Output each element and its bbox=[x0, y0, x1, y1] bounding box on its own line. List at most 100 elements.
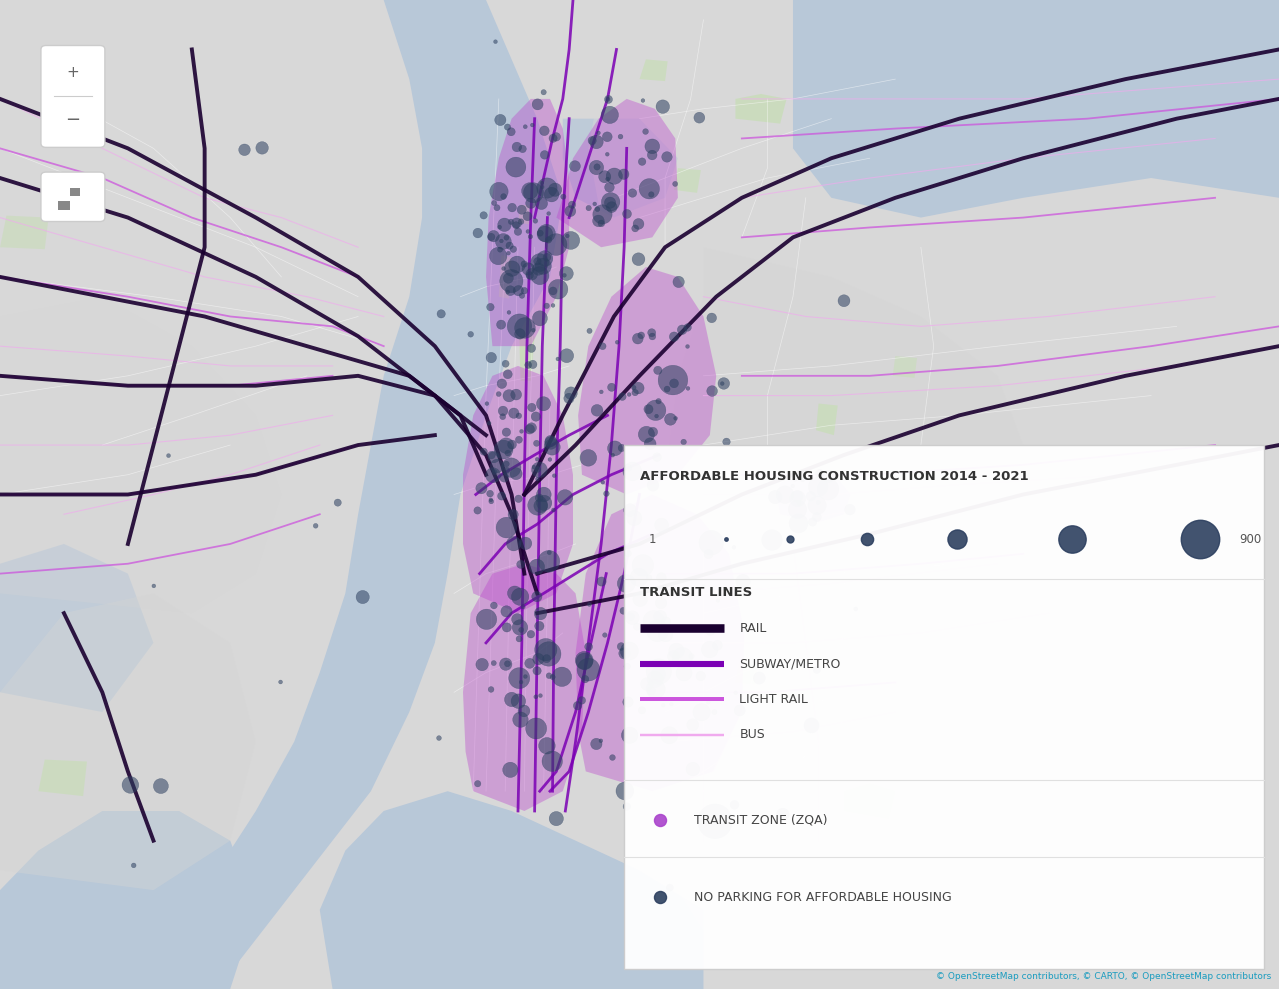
Point bbox=[646, 681, 666, 697]
Polygon shape bbox=[640, 59, 668, 81]
Text: BUS: BUS bbox=[739, 728, 765, 742]
Point bbox=[514, 320, 535, 336]
Point bbox=[597, 91, 618, 107]
Point bbox=[518, 224, 538, 239]
Point bbox=[624, 510, 645, 526]
Point bbox=[527, 253, 547, 269]
Text: −: − bbox=[65, 111, 81, 129]
Point bbox=[810, 466, 830, 482]
Point bbox=[1189, 531, 1210, 547]
Point bbox=[616, 206, 637, 222]
Point bbox=[638, 402, 659, 417]
Point bbox=[143, 578, 164, 593]
Point bbox=[669, 274, 689, 290]
Point bbox=[541, 435, 561, 451]
Point bbox=[509, 407, 530, 423]
Point bbox=[498, 366, 518, 382]
Point bbox=[648, 664, 669, 679]
Point bbox=[729, 702, 749, 718]
Point bbox=[514, 283, 535, 299]
Point bbox=[642, 328, 663, 344]
Point bbox=[500, 283, 521, 299]
Point bbox=[663, 372, 683, 388]
Text: SUBWAY/METRO: SUBWAY/METRO bbox=[739, 657, 840, 671]
Point bbox=[801, 718, 821, 734]
Point bbox=[531, 687, 551, 703]
Point bbox=[671, 321, 692, 337]
Point bbox=[586, 159, 606, 175]
Point bbox=[491, 316, 512, 332]
Point bbox=[640, 570, 660, 585]
Point bbox=[527, 435, 547, 451]
Point bbox=[496, 603, 517, 619]
Point bbox=[597, 171, 618, 187]
Point bbox=[620, 609, 641, 625]
Point bbox=[151, 778, 171, 794]
Point bbox=[519, 421, 540, 437]
Point bbox=[506, 256, 527, 272]
Point bbox=[558, 228, 578, 244]
Point bbox=[526, 213, 546, 228]
Polygon shape bbox=[0, 216, 49, 249]
Point bbox=[481, 492, 501, 507]
Point bbox=[611, 639, 632, 655]
Point bbox=[545, 182, 565, 198]
Text: LIGHT RAIL: LIGHT RAIL bbox=[739, 692, 808, 706]
Point bbox=[622, 464, 642, 480]
Point bbox=[527, 663, 547, 678]
Point bbox=[499, 245, 519, 261]
Point bbox=[678, 338, 698, 354]
Point bbox=[494, 470, 514, 486]
Point bbox=[521, 228, 541, 244]
Point bbox=[623, 185, 643, 201]
Text: AFFORDABLE HOUSING CONSTRUCTION 2014 - 2021: AFFORDABLE HOUSING CONSTRUCTION 2014 - 2… bbox=[640, 470, 1028, 483]
Point bbox=[610, 129, 631, 144]
Point bbox=[646, 408, 666, 424]
Point bbox=[579, 596, 600, 612]
Point bbox=[526, 721, 546, 737]
Point bbox=[522, 266, 542, 282]
Point bbox=[817, 482, 838, 497]
Point bbox=[678, 381, 698, 397]
Point bbox=[252, 140, 272, 156]
Point bbox=[473, 444, 494, 460]
Point bbox=[503, 241, 523, 257]
Text: +: + bbox=[67, 65, 79, 80]
Point bbox=[586, 134, 606, 149]
Polygon shape bbox=[556, 99, 678, 247]
Point bbox=[519, 183, 540, 199]
Point bbox=[533, 84, 554, 100]
Point bbox=[579, 323, 600, 339]
Point bbox=[522, 420, 542, 436]
Point bbox=[538, 232, 559, 248]
Point bbox=[712, 376, 733, 392]
Point bbox=[659, 727, 679, 743]
Point bbox=[578, 450, 599, 466]
Point bbox=[661, 584, 682, 599]
Point bbox=[513, 599, 533, 615]
Point bbox=[532, 179, 553, 195]
Text: 1: 1 bbox=[648, 532, 656, 546]
Point bbox=[530, 268, 550, 284]
Point bbox=[521, 340, 541, 356]
Point bbox=[560, 386, 581, 402]
Point bbox=[519, 267, 540, 283]
Point bbox=[481, 229, 501, 245]
Point bbox=[537, 738, 558, 754]
Point bbox=[789, 495, 810, 511]
Point bbox=[527, 471, 547, 487]
Point bbox=[527, 588, 547, 604]
Point bbox=[591, 733, 611, 749]
Point bbox=[530, 490, 550, 505]
Point bbox=[517, 209, 537, 225]
Point bbox=[512, 288, 532, 304]
Point bbox=[527, 451, 547, 467]
Polygon shape bbox=[640, 544, 998, 949]
Point bbox=[492, 408, 513, 424]
Point bbox=[591, 216, 611, 231]
Point bbox=[618, 460, 638, 476]
FancyBboxPatch shape bbox=[58, 201, 70, 210]
Point bbox=[501, 460, 522, 476]
Point bbox=[234, 141, 255, 157]
Polygon shape bbox=[793, 0, 1279, 218]
